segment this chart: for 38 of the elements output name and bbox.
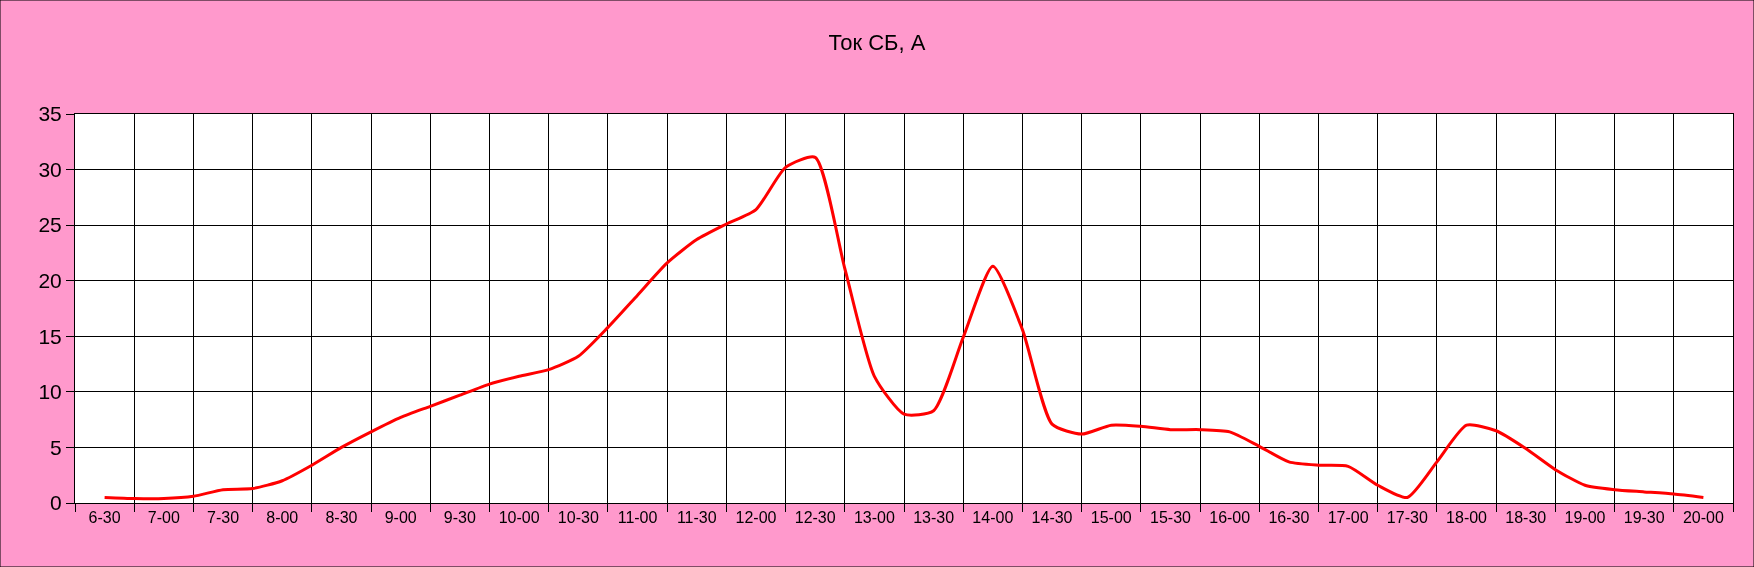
y-tick-label: 25 xyxy=(38,213,62,237)
x-tick-label: 8-00 xyxy=(266,509,299,527)
x-tick-label: 17-00 xyxy=(1327,509,1369,527)
x-tick-label: 9-30 xyxy=(443,509,476,527)
y-tick-label: 35 xyxy=(38,102,62,126)
x-tick-label: 7-00 xyxy=(147,509,180,527)
x-tick-label: 12-00 xyxy=(735,509,777,527)
x-tick-label: 12-30 xyxy=(794,509,836,527)
x-tick-label: 11-00 xyxy=(617,509,658,527)
y-tick-label: 20 xyxy=(38,269,62,293)
y-tick-label: 15 xyxy=(38,324,62,348)
x-tick-label: 11-30 xyxy=(676,509,717,527)
x-tick-label: 15-30 xyxy=(1150,509,1192,527)
x-tick-label: 20-00 xyxy=(1682,509,1724,527)
x-tick-label: 7-30 xyxy=(207,509,240,527)
x-tick-label: 9-00 xyxy=(384,509,417,527)
y-tick-label: 0 xyxy=(50,491,62,515)
x-tick-label: 16-00 xyxy=(1209,509,1251,527)
x-tick-label: 8-30 xyxy=(325,509,358,527)
x-tick-label: 6-30 xyxy=(88,509,121,527)
y-tick-label: 30 xyxy=(38,157,62,181)
x-tick-label: 14-30 xyxy=(1031,509,1073,527)
x-tick-label: 15-00 xyxy=(1090,509,1132,527)
x-tick-label: 10-00 xyxy=(498,509,540,527)
chart-title: Ток СБ, А xyxy=(828,30,926,56)
x-tick-label: 19-30 xyxy=(1623,509,1665,527)
x-tick-label: 18-00 xyxy=(1446,509,1488,527)
x-tick-label: 17-30 xyxy=(1386,509,1428,527)
x-tick-label: 18-30 xyxy=(1505,509,1547,527)
x-tick-label: 13-00 xyxy=(853,509,895,527)
x-tick-label: 13-30 xyxy=(913,509,955,527)
x-tick-label: 10-30 xyxy=(557,509,599,527)
y-tick-label: 10 xyxy=(38,380,62,404)
y-tick-label: 5 xyxy=(50,435,62,459)
x-tick-label: 16-30 xyxy=(1268,509,1310,527)
x-tick-label: 19-00 xyxy=(1564,509,1606,527)
line-series xyxy=(103,155,1705,501)
x-tick-label: 14-00 xyxy=(972,509,1014,527)
